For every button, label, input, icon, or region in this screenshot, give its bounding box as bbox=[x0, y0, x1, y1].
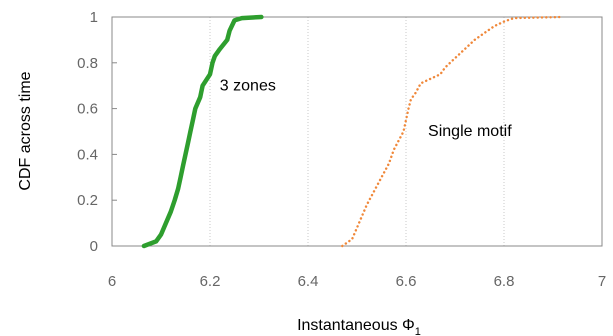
annotation-label: Single motif bbox=[428, 123, 512, 140]
x-tick-label: 6.4 bbox=[298, 273, 319, 290]
series-line-1 bbox=[141, 14, 264, 249]
x-tick-label: 6 bbox=[108, 273, 116, 290]
y-axis-label: CDF across time bbox=[17, 71, 34, 190]
x-tick-label: 6.6 bbox=[396, 273, 417, 290]
axes-frame bbox=[111, 16, 603, 247]
tick-labels: 0 0.2 0.4 0.6 0.8 1 6 6.2 6.4 6.6 6.8 7 bbox=[77, 9, 606, 290]
y-tick-label: 0.8 bbox=[77, 55, 98, 72]
annotations: 3 zones Single motif bbox=[220, 77, 512, 140]
y-tick-label: 0 bbox=[90, 238, 98, 255]
x-tick-label: 7 bbox=[598, 273, 606, 290]
series-group bbox=[141, 14, 564, 249]
plot-frame bbox=[111, 16, 603, 247]
y-tick-label: 1 bbox=[90, 9, 98, 26]
x-tick-label: 6.8 bbox=[494, 273, 515, 290]
x-tick-label: 6.2 bbox=[200, 273, 221, 290]
series-line-2 bbox=[341, 15, 564, 248]
annotation-label: 3 zones bbox=[220, 77, 276, 94]
x-axis-label: Instantaneous Φ1 bbox=[297, 317, 421, 336]
vertical-gridlines bbox=[209, 17, 505, 246]
x-axis-label-subscript: 1 bbox=[415, 326, 421, 336]
x-axis-label-main: Instantaneous Φ bbox=[297, 317, 415, 334]
y-tick-label: 0.4 bbox=[77, 146, 98, 163]
y-tick-label: 0.2 bbox=[77, 192, 98, 209]
y-tick-label: 0.6 bbox=[77, 101, 98, 118]
